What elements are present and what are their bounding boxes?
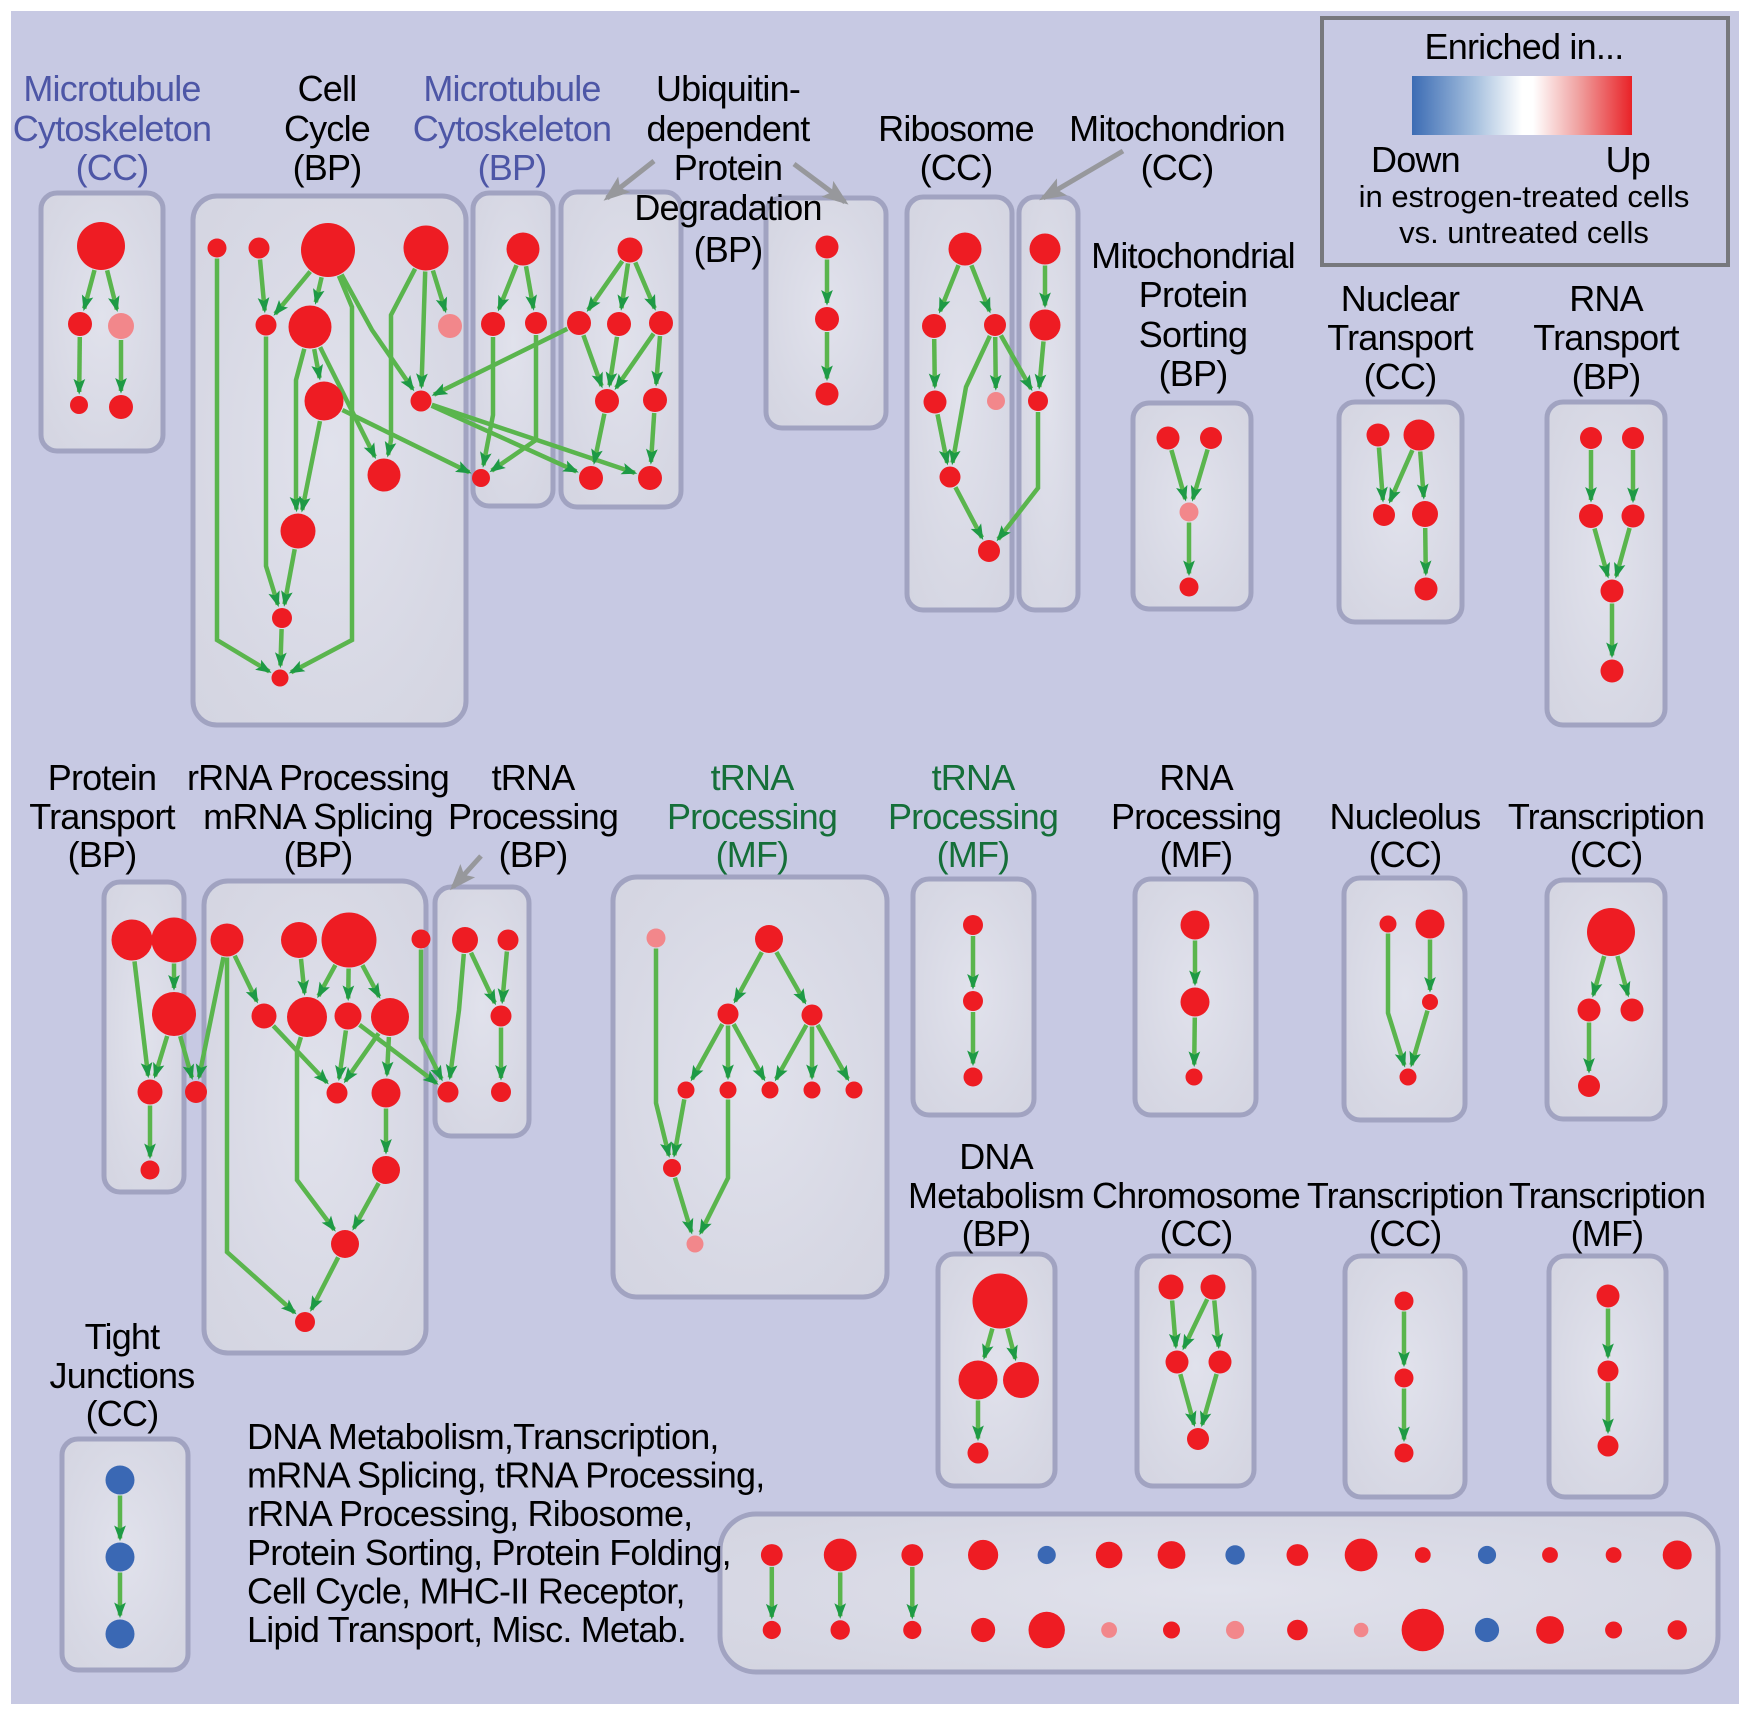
svg-text:(CC): (CC) <box>1369 834 1442 875</box>
svg-text:(BP): (BP) <box>284 834 353 875</box>
svg-text:(CC): (CC) <box>86 1393 159 1434</box>
svg-text:(BP): (BP) <box>1572 356 1641 397</box>
svg-text:Microtubule: Microtubule <box>23 68 200 109</box>
svg-text:Chromosome: Chromosome <box>1092 1175 1300 1216</box>
svg-text:vs. untreated cells: vs. untreated cells <box>1399 215 1649 250</box>
svg-text:Transcription: Transcription <box>1307 1175 1503 1216</box>
svg-text:Enriched in...: Enriched in... <box>1425 26 1624 67</box>
svg-text:(MF): (MF) <box>1160 834 1233 875</box>
svg-text:Cytoskeleton: Cytoskeleton <box>13 108 212 149</box>
svg-text:(CC): (CC) <box>1141 147 1214 188</box>
svg-text:(CC): (CC) <box>1364 356 1437 397</box>
svg-text:mRNA Splicing, tRNA Processing: mRNA Splicing, tRNA Processing, <box>247 1455 764 1496</box>
svg-text:Ribosome: Ribosome <box>878 108 1034 149</box>
svg-text:DNA: DNA <box>959 1136 1033 1177</box>
svg-text:Processing: Processing <box>1111 796 1281 837</box>
svg-text:(CC): (CC) <box>1570 834 1643 875</box>
svg-text:(MF): (MF) <box>937 834 1010 875</box>
svg-text:Mitochondrion: Mitochondrion <box>1069 108 1285 149</box>
svg-text:RNA: RNA <box>1159 757 1233 798</box>
svg-text:Microtubule: Microtubule <box>423 68 600 109</box>
svg-text:Cycle: Cycle <box>284 108 370 149</box>
svg-text:Lipid Transport, Misc. Metab.: Lipid Transport, Misc. Metab. <box>247 1609 686 1650</box>
svg-text:Junctions: Junctions <box>50 1355 195 1396</box>
svg-text:(CC): (CC) <box>76 147 149 188</box>
svg-text:tRNA: tRNA <box>492 757 576 798</box>
svg-text:Processing: Processing <box>667 796 837 837</box>
svg-text:tRNA: tRNA <box>932 757 1016 798</box>
svg-text:Cytoskeleton: Cytoskeleton <box>413 108 612 149</box>
svg-text:(CC): (CC) <box>1160 1213 1233 1254</box>
svg-text:(CC): (CC) <box>1369 1213 1442 1254</box>
svg-text:Protein Sorting, Protein Foldi: Protein Sorting, Protein Folding, <box>247 1532 731 1573</box>
svg-text:(BP): (BP) <box>962 1213 1031 1254</box>
svg-text:(BP): (BP) <box>1159 353 1228 394</box>
svg-text:(BP): (BP) <box>68 834 137 875</box>
svg-text:tRNA: tRNA <box>711 757 795 798</box>
svg-text:Protein: Protein <box>674 147 782 188</box>
svg-text:(BP): (BP) <box>478 147 547 188</box>
svg-text:(MF): (MF) <box>716 834 789 875</box>
svg-text:Down: Down <box>1371 139 1460 180</box>
svg-text:Protein: Protein <box>1139 274 1247 315</box>
svg-text:Metabolism: Metabolism <box>908 1175 1084 1216</box>
svg-text:(BP): (BP) <box>694 229 763 270</box>
svg-text:Cell: Cell <box>298 68 357 109</box>
svg-text:RNA: RNA <box>1569 278 1643 319</box>
svg-text:mRNA Splicing: mRNA Splicing <box>203 796 433 837</box>
svg-text:rRNA Processing, Ribosome,: rRNA Processing, Ribosome, <box>247 1493 692 1534</box>
svg-text:DNA Metabolism,Transcription,: DNA Metabolism,Transcription, <box>247 1416 719 1457</box>
svg-text:Processing: Processing <box>448 796 618 837</box>
svg-text:dependent: dependent <box>647 108 811 149</box>
svg-text:Tight: Tight <box>85 1316 160 1357</box>
svg-text:Degradation: Degradation <box>634 187 821 228</box>
svg-text:rRNA Processing: rRNA Processing <box>187 757 449 798</box>
svg-text:Mitochondrial: Mitochondrial <box>1091 235 1295 276</box>
svg-text:Processing: Processing <box>888 796 1058 837</box>
svg-text:Nucleolus: Nucleolus <box>1330 796 1481 837</box>
svg-text:in estrogen-treated cells: in estrogen-treated cells <box>1359 179 1690 214</box>
svg-text:(MF): (MF) <box>1571 1213 1644 1254</box>
svg-text:Ubiquitin-: Ubiquitin- <box>656 68 800 109</box>
svg-text:Transport: Transport <box>29 796 175 837</box>
svg-text:Transcription: Transcription <box>1508 796 1704 837</box>
svg-text:Cell Cycle, MHC-II Receptor,: Cell Cycle, MHC-II Receptor, <box>247 1570 685 1611</box>
svg-text:Transcription: Transcription <box>1509 1175 1705 1216</box>
svg-text:(CC): (CC) <box>920 147 993 188</box>
svg-text:Sorting: Sorting <box>1139 314 1247 355</box>
svg-text:Protein: Protein <box>48 757 156 798</box>
svg-text:Transport: Transport <box>1327 317 1473 358</box>
svg-text:Nuclear: Nuclear <box>1341 278 1460 319</box>
svg-text:(BP): (BP) <box>499 834 568 875</box>
svg-text:Transport: Transport <box>1533 317 1679 358</box>
svg-text:(BP): (BP) <box>293 147 362 188</box>
svg-text:Up: Up <box>1606 139 1650 180</box>
